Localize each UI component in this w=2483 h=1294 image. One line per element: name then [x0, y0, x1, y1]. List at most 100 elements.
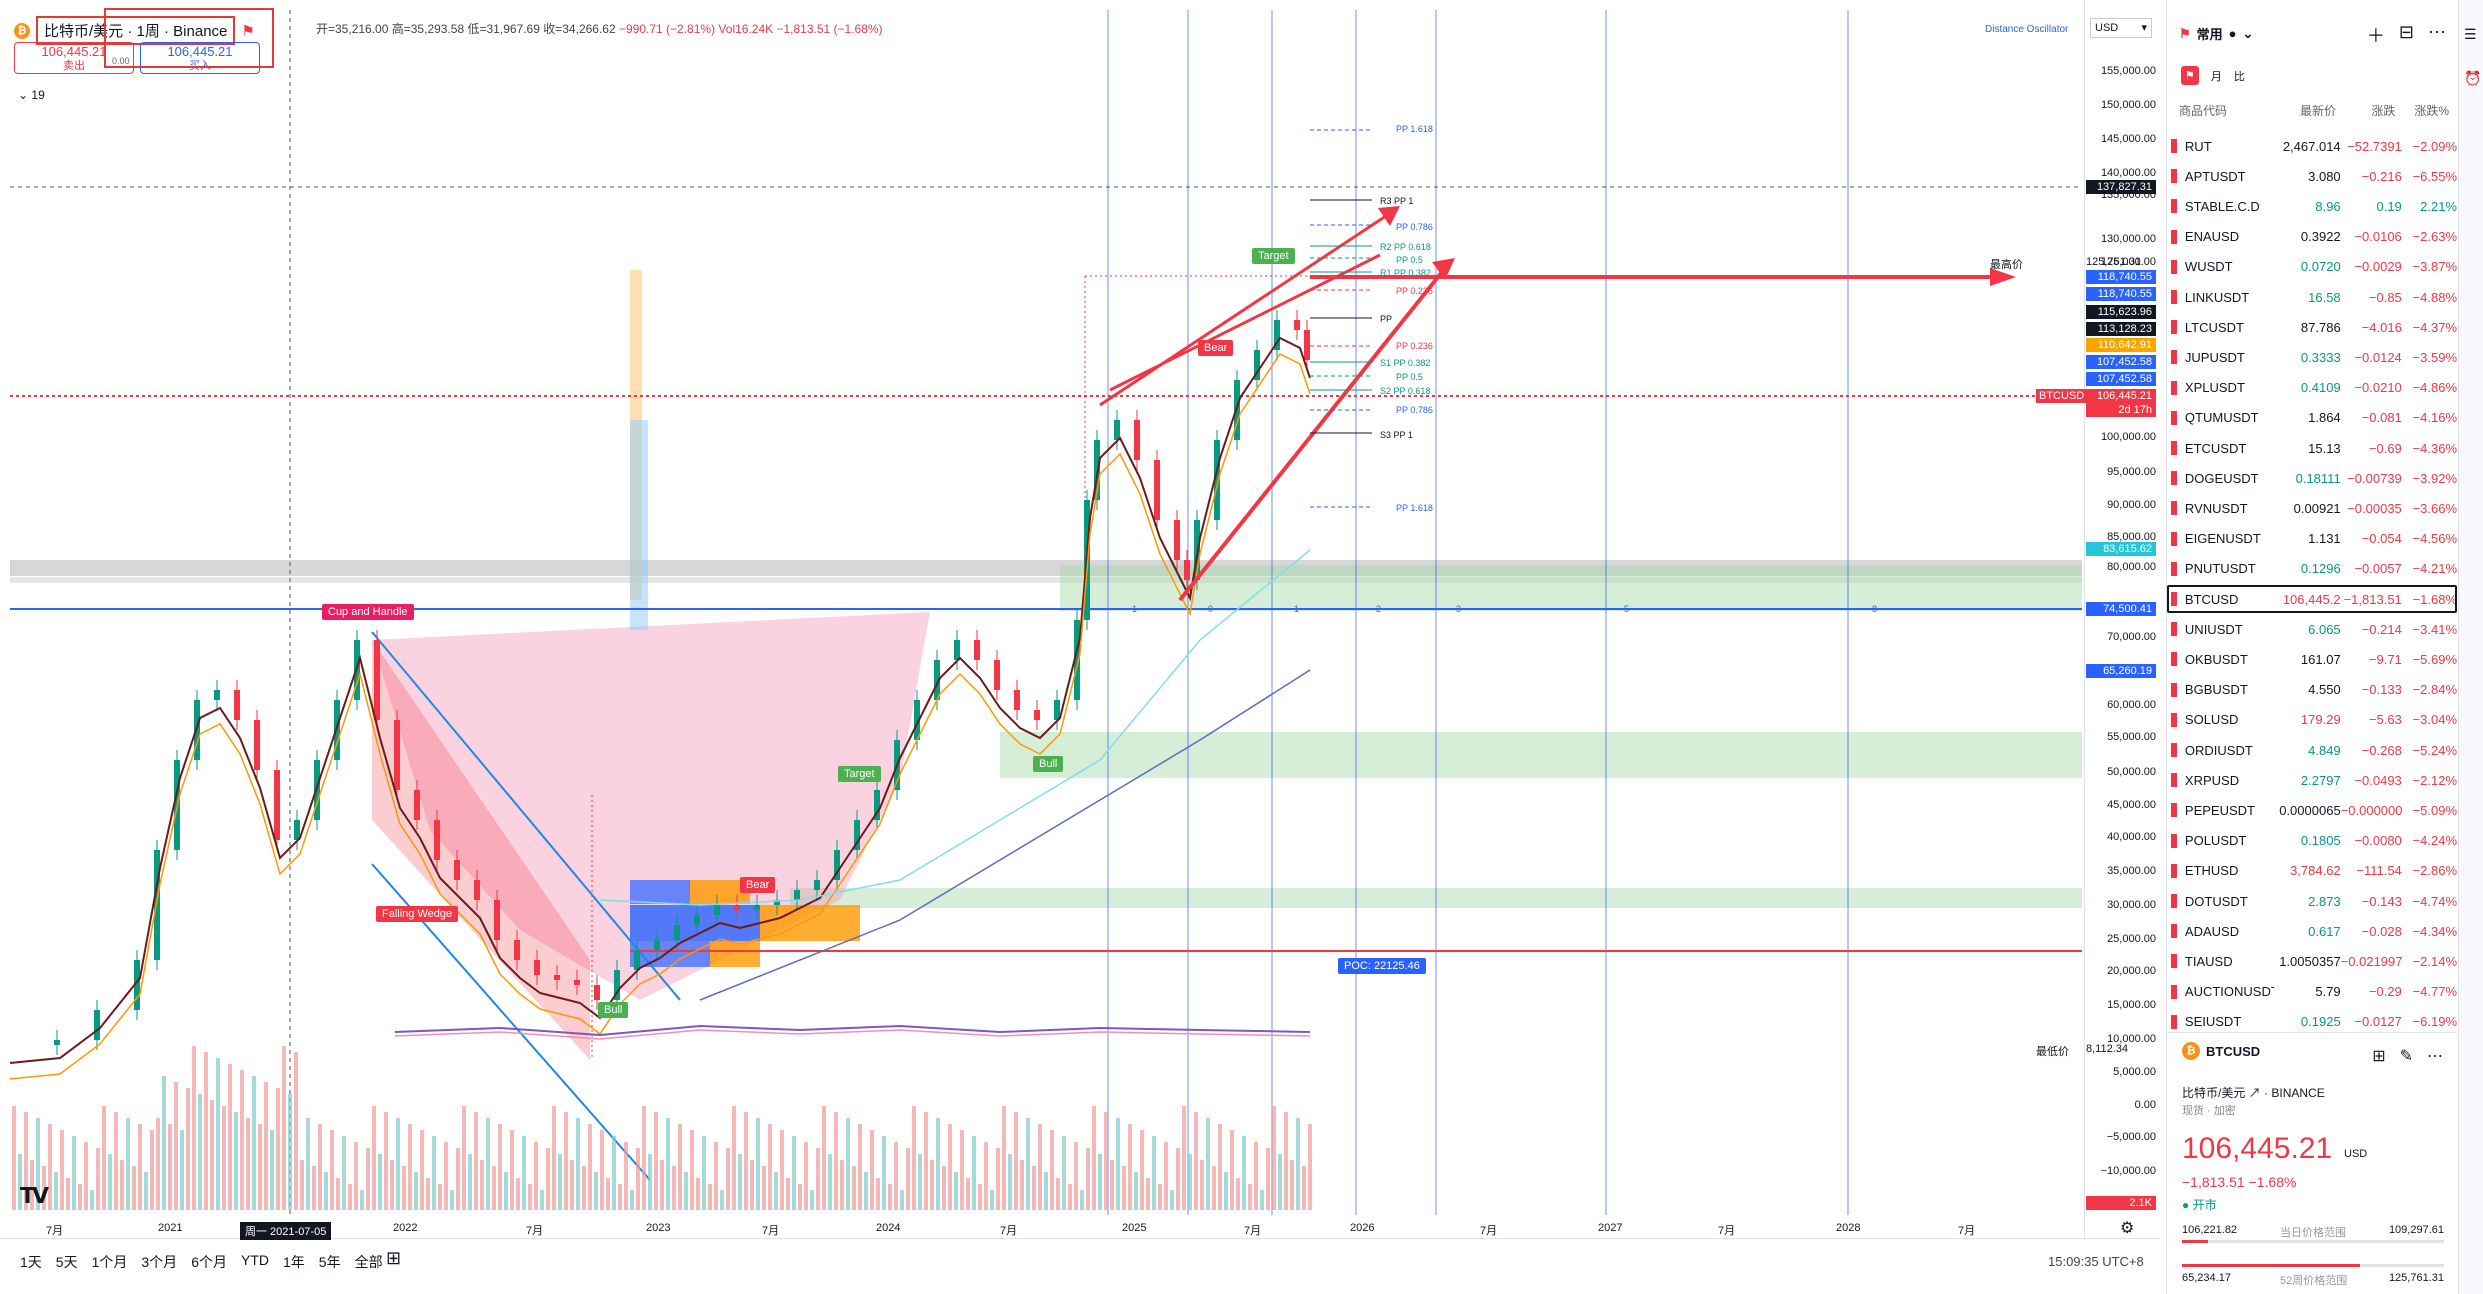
col-last[interactable]: 最新价 [2300, 104, 2337, 118]
period-option[interactable]: 6个月 [191, 1254, 227, 1270]
watchlist-row[interactable]: SEIUSDT 0.1925 −0.0127 −6.19% [2167, 1008, 2457, 1036]
watchlist-row[interactable]: TIAUSD 1.0050357 −0.021997 −2.14% [2167, 947, 2457, 975]
period-option[interactable]: YTD [240, 1252, 269, 1268]
watchlist-row[interactable]: QTUMUSDT 1.864 −0.081 −4.16% [2167, 404, 2457, 432]
row-flag-icon[interactable] [2171, 139, 2177, 153]
row-flag-icon[interactable] [2171, 592, 2177, 606]
add-icon[interactable]: ＋ [2366, 26, 2385, 46]
row-flag-icon[interactable] [2171, 350, 2177, 365]
period-option[interactable]: 1天 [20, 1254, 42, 1270]
period-option[interactable]: 全部 [354, 1254, 383, 1270]
sell-button[interactable]: 106,445.21 卖出 [14, 42, 134, 74]
row-flag-icon[interactable] [2171, 682, 2177, 697]
settings-icon[interactable]: ⚙ [2120, 1220, 2135, 1237]
row-flag-icon[interactable] [2171, 833, 2177, 848]
watchlist-row[interactable]: RVNUSDT 0.00921 −0.00035 −3.66% [2167, 494, 2457, 522]
row-flag-icon[interactable] [2171, 320, 2177, 335]
flag-icon[interactable]: ⚑ [241, 22, 255, 40]
row-flag-icon[interactable] [2171, 863, 2177, 878]
row-flag-icon[interactable] [2171, 441, 2177, 455]
watchlist-row[interactable]: ETHUSD 3,784.62 −111.54 −2.86% [2167, 857, 2457, 885]
period-option[interactable]: 5天 [55, 1254, 78, 1270]
watchlist-row[interactable]: DOGEUSDT 0.18111 −0.00739 −3.92% [2167, 464, 2457, 492]
price-chart[interactable] [0, 0, 2160, 1294]
pattern-label[interactable]: Target [838, 766, 881, 782]
pattern-label[interactable]: Falling Wedge [376, 906, 459, 922]
watchlist-row[interactable]: ADAUSD 0.617 −0.028 −4.34% [2167, 917, 2457, 945]
pattern-label[interactable]: Bear [740, 877, 776, 893]
row-flag-icon[interactable] [2171, 471, 2177, 486]
watchlist-row[interactable]: POLUSDT 0.1805 −0.0080 −4.24% [2167, 827, 2457, 855]
row-flag-icon[interactable] [2171, 199, 2177, 214]
watchlist-row[interactable]: AUCTIONUSDT 5.79 −0.29 −4.77% [2167, 978, 2457, 1006]
edit-icon[interactable]: ✎ [2399, 1048, 2413, 1065]
indicator-toggle[interactable]: ⌄ 19 [18, 88, 45, 102]
row-flag-icon[interactable] [2171, 531, 2177, 546]
compare-date-icon[interactable]: ⊞ [386, 1248, 402, 1268]
watchlist-row[interactable]: STABLE.C.D 8.96 0.19 2.21% [2167, 192, 2457, 220]
period-option[interactable]: 3个月 [141, 1254, 178, 1270]
chart-area[interactable]: ₿ 比特币/美元 · 1周 · Binance ⚑ 开=35,216.00 高=… [0, 0, 2160, 1294]
watchlist-row[interactable]: RUT 2,467.014 −52.7391 −2.09% [2167, 132, 2457, 160]
watchlist-row[interactable]: APTUSDT 3.080 −0.216 −6.55% [2167, 162, 2457, 190]
row-flag-icon[interactable] [2171, 501, 2177, 516]
buy-button[interactable]: 106,445.21 买入 [140, 42, 260, 74]
pattern-label[interactable]: Bull [1033, 756, 1064, 772]
watchlist-row[interactable]: UNIUSDT 6.065 −0.214 −3.41% [2167, 615, 2457, 643]
watchlist-row[interactable]: OKBUSDT 161.07 −9.71 −5.69% [2167, 645, 2457, 673]
watchlist-row[interactable]: LINKUSDT 16.58 −0.85 −4.88% [2167, 283, 2457, 311]
pattern-label[interactable]: POC: 22125.46 [1338, 958, 1426, 974]
watchlist-row[interactable]: BTCUSD 106,445.2 −1,813.51 −1.68% [2167, 585, 2457, 613]
pattern-label[interactable]: Target [1252, 248, 1295, 264]
watchlist-row[interactable]: JUPUSDT 0.3333 −0.0124 −3.59% [2167, 343, 2457, 371]
filter-flag-icon[interactable]: ⚑ [2181, 66, 2199, 85]
watchlist-row[interactable]: PEPEUSDT 0.0000065 −0.000000 −5.09% [2167, 796, 2457, 824]
col-change-pct[interactable]: 涨跌% [2414, 104, 2449, 118]
watchlist-row[interactable]: DOTUSDT 2.873 −0.143 −4.74% [2167, 887, 2457, 915]
row-flag-icon[interactable] [2171, 773, 2177, 788]
row-flag-icon[interactable] [2171, 984, 2177, 999]
watchlist-row[interactable]: ENAUSD 0.3922 −0.0106 −2.63% [2167, 223, 2457, 251]
period-option[interactable]: 5年 [318, 1254, 341, 1270]
row-flag-icon[interactable] [2171, 169, 2177, 184]
col-symbol[interactable]: 商品代码 [2179, 104, 2228, 118]
row-flag-icon[interactable] [2171, 743, 2177, 757]
more-icon[interactable]: ⋯ [2427, 1048, 2443, 1065]
watchlist-row[interactable]: WUSDT 0.0720 −0.0029 −3.87% [2167, 253, 2457, 281]
col-change[interactable]: 涨跌 [2371, 104, 2396, 118]
row-flag-icon[interactable] [2171, 290, 2177, 304]
watchlist-row[interactable]: SOLUSD 179.29 −5.63 −3.04% [2167, 706, 2457, 734]
pattern-label[interactable]: Bear [1198, 340, 1234, 356]
row-flag-icon[interactable] [2171, 622, 2177, 637]
layout-icon[interactable]: ⊟ [2398, 22, 2414, 42]
watchlist-row[interactable]: EIGENUSDT 1.131 −0.054 −4.56% [2167, 525, 2457, 553]
clock[interactable]: 15:09:35 UTC+8 [2048, 1254, 2144, 1269]
alert-icon[interactable]: ⏰ [2464, 70, 2482, 86]
watchlist-row[interactable]: XPLUSDT 0.4109 −0.0210 −4.86% [2167, 374, 2457, 402]
row-flag-icon[interactable] [2171, 1014, 2177, 1029]
grid-icon[interactable]: ⊞ [2372, 1048, 2386, 1065]
period-option[interactable]: 1个月 [91, 1254, 128, 1270]
pattern-label[interactable]: Bull [598, 1002, 629, 1018]
row-flag-icon[interactable] [2171, 380, 2177, 395]
watchlist-row[interactable]: ORDIUSDT 4.849 −0.268 −5.24% [2167, 736, 2457, 764]
row-flag-icon[interactable] [2171, 652, 2177, 667]
row-flag-icon[interactable] [2171, 229, 2177, 244]
pattern-label[interactable]: Cup and Handle [322, 604, 414, 620]
currency-select[interactable]: USD ▾ [2090, 18, 2152, 38]
filter-month[interactable]: 月 [2210, 70, 2222, 83]
watchlist-row[interactable]: BGBUSDT 4.550 −0.133 −2.84% [2167, 676, 2457, 704]
row-flag-icon[interactable] [2171, 924, 2177, 939]
watchlist-row[interactable]: XRPUSD 2.2797 −0.0493 −2.12% [2167, 766, 2457, 794]
watchlist-icon[interactable]: ☰ [2464, 26, 2477, 42]
filter-compare[interactable]: 比 [2233, 70, 2245, 83]
more-icon[interactable]: ⋯ [2428, 22, 2446, 42]
row-flag-icon[interactable] [2171, 712, 2177, 727]
row-flag-icon[interactable] [2171, 259, 2177, 274]
row-flag-icon[interactable] [2171, 410, 2177, 425]
detail-symbol-line[interactable]: ₿ BTCUSD [2182, 1042, 2260, 1060]
row-flag-icon[interactable] [2171, 803, 2177, 818]
external-link-icon[interactable]: ↗ [2248, 1086, 2261, 1100]
row-flag-icon[interactable] [2171, 561, 2177, 576]
watchlist-row[interactable]: ETCUSDT 15.13 −0.69 −4.36% [2167, 434, 2457, 462]
